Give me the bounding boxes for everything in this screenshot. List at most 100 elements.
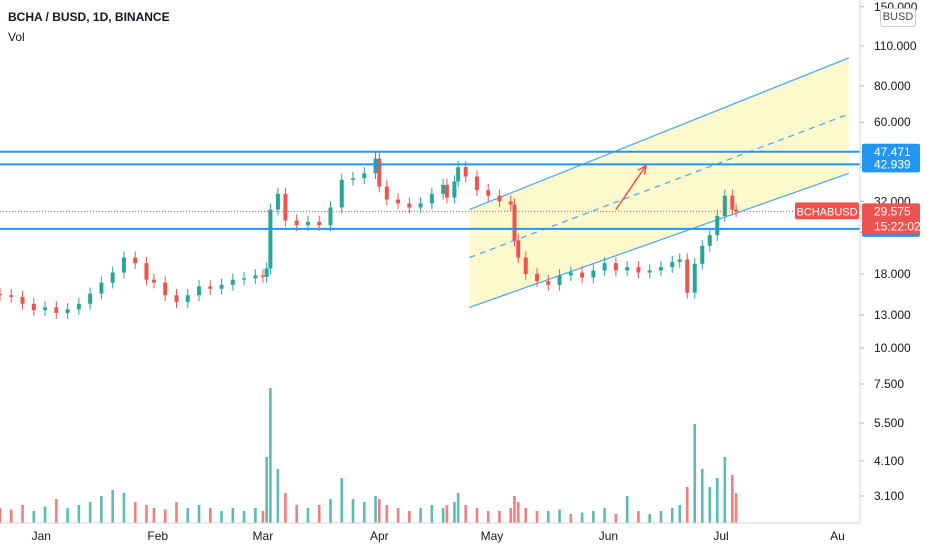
candle-body (76, 303, 81, 310)
symbol-price-tag (795, 202, 859, 220)
volume-bar (693, 424, 697, 523)
volume-bar (209, 508, 212, 523)
time-tick-label: Au (830, 529, 845, 543)
time-tick-label: Jan (32, 529, 51, 543)
level-price-tag (862, 156, 920, 173)
candle-body (685, 259, 690, 293)
volume-bar (670, 508, 674, 523)
candle-body (707, 235, 712, 246)
volume-bar (475, 508, 479, 523)
candle-body (208, 286, 213, 289)
candle-body (396, 199, 401, 204)
volume-bar (396, 508, 400, 523)
candle-body (677, 259, 682, 262)
volume-bar (708, 487, 712, 523)
candle-body (734, 209, 739, 212)
candle-body (407, 203, 412, 208)
candle-body (362, 173, 367, 179)
candle-body (339, 179, 344, 208)
candle-body (486, 190, 491, 196)
candle-body (557, 275, 562, 285)
volume-bar (614, 514, 618, 523)
projection-arrow[interactable] (615, 164, 647, 210)
candle-body (625, 267, 630, 271)
candle-body (99, 282, 104, 294)
volume-bar (276, 469, 280, 523)
volume-bar (295, 505, 298, 523)
horizontal-levels[interactable] (0, 150, 860, 230)
volume-bar (678, 505, 682, 523)
candle-body (700, 245, 705, 264)
projection-arrow-shaft (615, 165, 647, 210)
candle-body (441, 184, 446, 194)
price-tick-label: 7.500 (874, 377, 904, 391)
volume-bar (122, 493, 126, 523)
price-tick-label: 18.000 (874, 267, 911, 281)
time-tick-label: Jul (713, 529, 728, 543)
candle-body (670, 261, 675, 268)
candle-body (373, 158, 378, 174)
volume-bar (329, 499, 332, 523)
candle-body (429, 193, 434, 204)
volume-bar (186, 508, 190, 523)
candle-body (54, 307, 59, 314)
regression-channel[interactable] (469, 57, 849, 308)
candle-body (692, 263, 697, 293)
candle-body (535, 273, 540, 282)
volume-bar (269, 388, 272, 523)
volume-bar (659, 511, 663, 523)
volume-bar (284, 493, 287, 523)
volume-bar (524, 508, 528, 523)
volume-bar (580, 512, 584, 523)
volume-bar (242, 511, 246, 523)
currency-unit-badge[interactable]: BUSD (880, 8, 916, 27)
candle-body (197, 286, 202, 296)
price-tick-label: 13.000 (874, 308, 911, 322)
candle-body (264, 268, 269, 277)
symbol-title[interactable]: BCHA / BUSD, 1D, BINANCE (8, 10, 170, 24)
volume-bar (441, 508, 445, 523)
candle-body (591, 270, 596, 278)
last-price-tag (862, 203, 920, 235)
volume-bar (100, 496, 103, 523)
volume-bar (197, 505, 201, 523)
volume-bar (163, 509, 167, 523)
volume-bar (231, 508, 235, 523)
volume-bar (21, 505, 24, 523)
candle-body (253, 275, 258, 279)
volume-indicator-label[interactable]: Vol (8, 30, 25, 44)
candle-body (317, 221, 322, 226)
candle-body (163, 282, 168, 296)
candle-body (0, 293, 2, 296)
time-axis[interactable]: Jan Feb Mar Apr May Jun Jul Au (32, 529, 845, 543)
volume-bar (592, 511, 595, 523)
volume-bar (145, 505, 148, 523)
candle-body (65, 309, 70, 314)
volume-bar (306, 508, 310, 523)
time-tick-label: Apr (370, 529, 389, 543)
volume-bar (419, 508, 422, 523)
volume-bar (362, 502, 366, 523)
candle-body (508, 201, 513, 205)
volume-bar (43, 506, 47, 523)
candle-body (580, 272, 585, 278)
candle-body (219, 284, 224, 289)
price-tick-label: 4.100 (874, 454, 904, 468)
volume-bar (220, 511, 223, 523)
channel-lower-line (469, 172, 849, 308)
volume-bar (88, 502, 92, 523)
volume-bar (77, 505, 81, 523)
projection-arrow-head (637, 164, 647, 175)
level-price-tag (862, 143, 920, 160)
volume-bar (513, 496, 516, 523)
price-tick-label: 80.000 (874, 79, 911, 93)
candle-body (546, 281, 551, 285)
candle-body (516, 240, 521, 258)
volume-bar (464, 505, 467, 523)
volume-bar (731, 475, 734, 523)
volume-bar (498, 511, 501, 523)
bar-countdown: 15:22:02 (874, 219, 921, 233)
candle-body (144, 263, 149, 280)
